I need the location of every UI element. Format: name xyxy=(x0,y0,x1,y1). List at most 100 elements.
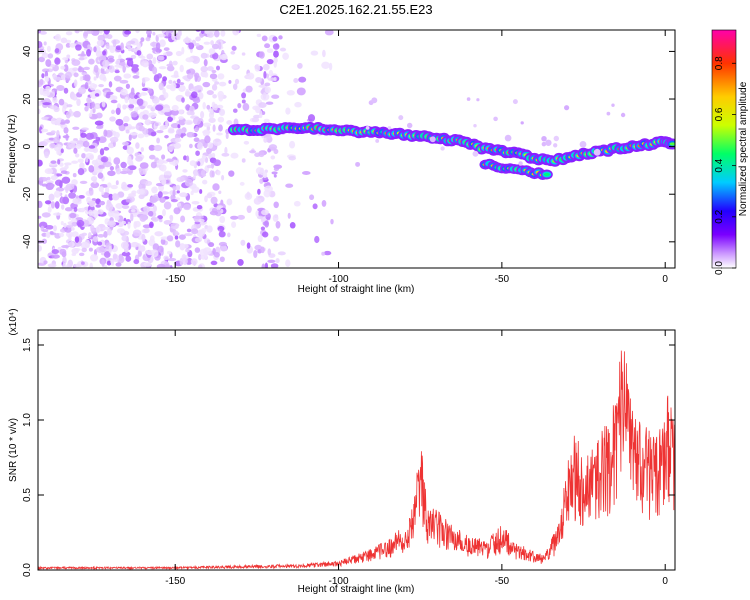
heatmap-cell xyxy=(138,194,145,200)
heatmap-cell xyxy=(239,181,245,186)
heatmap-cell xyxy=(68,192,77,199)
heatmap-cell xyxy=(202,101,206,110)
heatmap-cell xyxy=(128,134,132,141)
heatmap-cell xyxy=(66,224,74,228)
heatmap-cell xyxy=(184,233,193,237)
heatmap-cell xyxy=(65,133,69,141)
heatmap-cell xyxy=(95,112,103,119)
heatmap-cell xyxy=(202,81,211,88)
heatmap-cell xyxy=(138,167,143,172)
heatmap-cell xyxy=(68,143,77,149)
heatmap-cell xyxy=(155,48,162,53)
spectrogram-x-ticks: -150 -100 -50 0 xyxy=(165,30,668,285)
heatmap-cell xyxy=(136,42,142,50)
heatmap-cell xyxy=(211,69,217,74)
heatmap-cell xyxy=(60,221,64,226)
heatmap-cell xyxy=(260,226,266,231)
heatmap-cell xyxy=(97,172,104,179)
heatmap-cell xyxy=(174,235,179,240)
heatmap-cell xyxy=(246,242,251,249)
heatmap-cell xyxy=(106,182,112,188)
colorbar: 0.0 0.2 0.4 0.6 0.8 Normalized spectral ampl… xyxy=(711,29,749,275)
heatmap-cell xyxy=(184,119,193,126)
heatmap-cell xyxy=(39,31,47,35)
y-tick-label: 40 xyxy=(22,45,33,57)
heatmap-cell xyxy=(125,198,131,203)
heatmap-cell xyxy=(669,142,675,146)
heatmap-cell xyxy=(264,262,269,268)
heatmap-cell xyxy=(285,259,291,268)
heatmap-cell xyxy=(62,196,70,205)
snr-y-ticks: 0.0 0.5 1.0 1.5 xyxy=(22,338,675,577)
heatmap-cell xyxy=(140,179,147,185)
heatmap-cell xyxy=(189,160,197,167)
colorbar-tick-label: 0.6 xyxy=(714,107,725,121)
heatmap-cell xyxy=(60,170,68,174)
heatmap-cell xyxy=(163,47,170,51)
heatmap-cell xyxy=(172,185,177,191)
heatmap-cell xyxy=(214,81,220,85)
heatmap-cell xyxy=(113,131,120,139)
heatmap-cell xyxy=(209,73,218,80)
heatmap-cell xyxy=(273,148,279,155)
heatmap-cell xyxy=(115,167,122,175)
heatmap-cell xyxy=(59,162,64,167)
heatmap-cell xyxy=(185,248,190,253)
heatmap-cell xyxy=(115,60,120,65)
heatmap-cell xyxy=(200,30,205,35)
heatmap-cell xyxy=(203,59,208,67)
heatmap-cell xyxy=(218,124,223,132)
heatmap-cell xyxy=(96,226,100,233)
heatmap-cell xyxy=(71,179,78,186)
heatmap-cell xyxy=(64,162,72,166)
heatmap-cell xyxy=(162,76,168,82)
heatmap-cell xyxy=(158,82,164,91)
heatmap-cell xyxy=(237,102,242,109)
heatmap-cell xyxy=(257,188,261,195)
heatmap-cell xyxy=(163,92,169,99)
heatmap-cell xyxy=(541,141,547,147)
heatmap-cell xyxy=(71,248,79,254)
heatmap-cell xyxy=(38,56,45,63)
heatmap-cell xyxy=(126,146,134,155)
heatmap-cell xyxy=(115,203,124,209)
heatmap-cell xyxy=(87,232,92,239)
heatmap-cell xyxy=(87,100,91,109)
heatmap-cell xyxy=(148,210,154,217)
heatmap-cell xyxy=(83,219,90,227)
heatmap-cell xyxy=(196,205,203,210)
heatmap-cell xyxy=(207,142,214,149)
heatmap-cell xyxy=(192,97,201,104)
heatmap-cell xyxy=(98,164,105,169)
heatmap-cell xyxy=(77,158,84,163)
heatmap-cell xyxy=(127,221,131,229)
heatmap-cell xyxy=(97,136,107,144)
heatmap-cell xyxy=(230,50,236,55)
heatmap-cell xyxy=(246,72,255,80)
heatmap-cell xyxy=(112,39,117,48)
heatmap-cell xyxy=(135,156,143,162)
heatmap-cell xyxy=(204,195,208,203)
heatmap-cell xyxy=(160,164,167,172)
heatmap-cell xyxy=(83,66,90,71)
heatmap-cell xyxy=(142,77,146,84)
heatmap-cell xyxy=(122,104,127,110)
heatmap-cell xyxy=(46,233,50,239)
heatmap-cell xyxy=(226,120,233,125)
heatmap-cell xyxy=(54,190,61,198)
heatmap-cell xyxy=(171,33,176,41)
heatmap-cell xyxy=(200,169,206,176)
heatmap-cell xyxy=(261,209,269,216)
heatmap-cell xyxy=(141,233,146,242)
heatmap-cell xyxy=(287,212,291,219)
heatmap-cell xyxy=(218,230,226,238)
heatmap-cell xyxy=(89,83,97,91)
heatmap-cell xyxy=(81,247,87,253)
heatmap-cell xyxy=(271,171,278,175)
heatmap-cell xyxy=(175,240,181,248)
heatmap-cell xyxy=(94,120,104,126)
heatmap-cell xyxy=(97,34,106,42)
heatmap-cell xyxy=(321,199,327,207)
heatmap-cell xyxy=(121,181,127,190)
heatmap-cell xyxy=(98,185,104,193)
